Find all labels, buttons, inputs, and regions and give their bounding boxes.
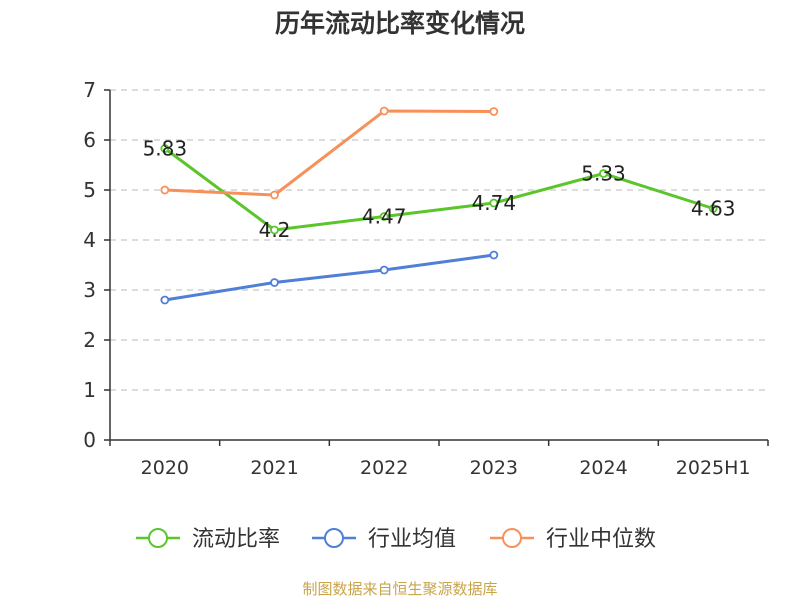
data-point — [379, 265, 389, 275]
data-point — [379, 106, 389, 116]
legend-marker-2 — [324, 528, 344, 548]
data-point — [160, 295, 170, 305]
series-line-3 — [164, 109, 494, 197]
source-footer: 制图数据来自恒生聚源数据库 — [302, 580, 498, 598]
data-point — [489, 107, 499, 116]
chart-title: 历年流动比率变化情况 — [275, 9, 525, 38]
data-label: 5.33 — [581, 162, 626, 186]
y-tick-label: 5 — [83, 178, 96, 202]
legend-marker-1 — [148, 528, 168, 548]
data-point — [270, 225, 279, 235]
data-point — [270, 190, 279, 200]
x-tick-label: 2024 — [579, 457, 627, 479]
x-tick-label: 2022 — [360, 457, 408, 479]
x-tick-label: 2021 — [250, 457, 298, 479]
legend-label-1: 流动比率 — [192, 527, 280, 552]
y-tick-label: 1 — [83, 378, 96, 402]
data-label: 4.63 — [691, 197, 736, 221]
data-point — [489, 198, 499, 208]
x-tick-label: 2025H1 — [676, 457, 751, 479]
x-tick-label: 2023 — [470, 457, 518, 479]
x-tick-label: 2020 — [141, 457, 189, 479]
data-point — [270, 278, 279, 287]
data-label: 4.47 — [362, 205, 407, 229]
y-tick-label: 0 — [83, 428, 96, 452]
series-line-2 — [164, 253, 495, 302]
data-point — [599, 169, 608, 178]
y-tick-label: 7 — [83, 78, 96, 102]
y-tick-label: 4 — [83, 228, 96, 252]
y-tick-label: 2 — [83, 328, 96, 352]
data-point — [379, 212, 389, 221]
data-label: 4.74 — [472, 191, 517, 215]
legend-label-2: 行业均值 — [368, 527, 456, 552]
legend-label-3: 行业中位数 — [546, 527, 656, 552]
data-label: 5.83 — [143, 137, 188, 161]
y-tick-label: 3 — [83, 278, 96, 302]
data-point — [160, 144, 170, 153]
data-point — [708, 204, 718, 213]
y-tick-label: 6 — [83, 128, 96, 152]
legend-marker-3 — [502, 528, 522, 548]
series-line-1 — [163, 147, 714, 232]
data-label: 4.2 — [259, 218, 291, 242]
data-point — [160, 185, 170, 195]
data-point — [489, 250, 499, 260]
